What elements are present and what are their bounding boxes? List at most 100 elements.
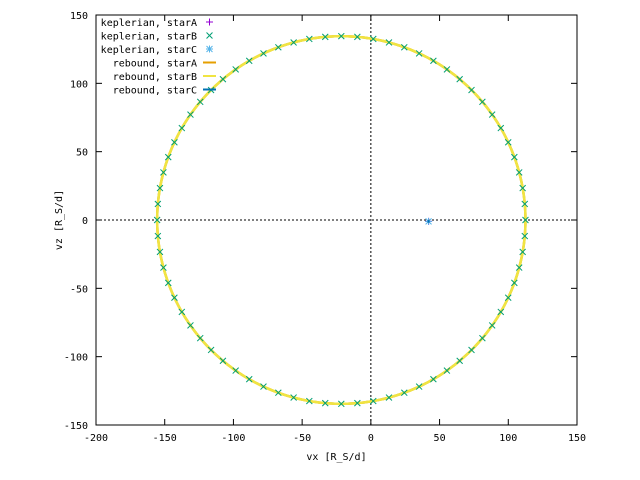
data-point (290, 39, 297, 46)
marker-stroke (306, 397, 313, 405)
marker-stroke (511, 279, 518, 287)
data-point (456, 75, 464, 83)
x-tick-label: -200 (84, 433, 108, 444)
data-point (156, 184, 164, 192)
marker-stroke (430, 57, 437, 65)
data-point (369, 35, 377, 43)
marker-stroke (196, 98, 204, 106)
data-point (521, 200, 529, 208)
marker-stroke (488, 322, 496, 329)
marker-stroke (187, 322, 194, 329)
data-point (385, 394, 393, 401)
data-point (479, 98, 486, 106)
data-point (511, 279, 518, 287)
data-point (468, 86, 475, 94)
legend-entry: rebound, starC (113, 86, 216, 97)
data-point (260, 50, 267, 57)
x-axis-label: vx [R_S/d] (306, 452, 366, 463)
marker-stroke (154, 232, 162, 240)
marker-stroke (187, 111, 194, 118)
data-point (497, 124, 505, 132)
legend-entry: rebound, starA (113, 59, 216, 70)
data-point (522, 216, 529, 224)
data-point (354, 399, 361, 407)
marker-stroke (479, 98, 486, 106)
marker-stroke (196, 334, 204, 342)
data-point (385, 39, 393, 46)
marker-stroke (369, 397, 377, 405)
data-point (369, 397, 377, 405)
legend-entry: keplerian, starB (101, 32, 213, 43)
data-point (515, 264, 523, 271)
data-point (511, 153, 518, 161)
data-point (187, 322, 194, 329)
data-point (160, 264, 167, 271)
data-point (207, 346, 215, 354)
data-point (456, 357, 464, 365)
series-keplerian-starb (153, 32, 529, 408)
data-point (443, 66, 451, 73)
legend-label: keplerian, starB (101, 32, 197, 43)
marker-stroke (456, 357, 464, 365)
marker-stroke (521, 232, 529, 240)
x-tick-label: 100 (499, 433, 517, 444)
marker-stroke (171, 294, 178, 302)
data-point (154, 232, 162, 240)
data-point (354, 33, 361, 41)
data-point (321, 399, 329, 407)
zero-axes (96, 15, 577, 425)
data-point (232, 367, 240, 374)
y-tick-label: 150 (70, 11, 88, 22)
marker-stroke (232, 66, 240, 73)
y-tick-label: -150 (64, 421, 88, 432)
data-point (337, 400, 345, 408)
marker-stroke (206, 45, 213, 53)
data-point (430, 57, 437, 65)
data-point (171, 138, 178, 146)
data-point (519, 184, 526, 192)
legend-entry: keplerian, starC (101, 45, 213, 56)
x-tick-label: -150 (153, 433, 177, 444)
y-tick-label: 50 (76, 148, 88, 159)
marker-stroke (430, 375, 437, 383)
marker-stroke (521, 200, 529, 208)
marker-stroke (468, 346, 475, 354)
marker-stroke (160, 264, 167, 271)
marker-stroke (515, 264, 523, 271)
marker-stroke (154, 200, 162, 208)
data-point (219, 357, 227, 365)
data-point (156, 248, 164, 256)
data-point (260, 383, 267, 390)
data-point (187, 111, 194, 118)
marker-stroke (274, 43, 282, 51)
legend-label: rebound, starC (113, 86, 197, 97)
marker-stroke (400, 43, 408, 51)
data-point (321, 33, 329, 41)
data-point (274, 43, 282, 51)
marker-stroke (385, 394, 393, 401)
marker-stroke (443, 66, 451, 73)
marker-stroke (504, 138, 512, 146)
data-point (171, 294, 178, 302)
marker-stroke (232, 367, 240, 374)
data-point (306, 397, 313, 405)
marker-stroke (519, 184, 526, 192)
x-tick-label: -50 (293, 433, 311, 444)
marker-stroke (207, 346, 215, 354)
marker-stroke (415, 383, 423, 390)
marker-stroke (497, 124, 505, 132)
marker-stroke (260, 383, 267, 390)
marker-stroke (178, 124, 186, 132)
y-tick-label: -100 (64, 353, 88, 364)
data-point (274, 389, 282, 397)
marker-stroke (522, 216, 529, 224)
marker-stroke (456, 75, 464, 83)
legend-label: rebound, starA (113, 59, 197, 70)
marker-stroke (415, 50, 423, 57)
ticks: -200 -150 -100 -50 0 50 100 150-150-100-5005010… (64, 11, 586, 444)
data-point (443, 367, 451, 374)
marker-stroke (504, 294, 512, 302)
data-point (178, 124, 186, 132)
marker-stroke (519, 248, 526, 256)
legend-swatch (206, 32, 213, 39)
